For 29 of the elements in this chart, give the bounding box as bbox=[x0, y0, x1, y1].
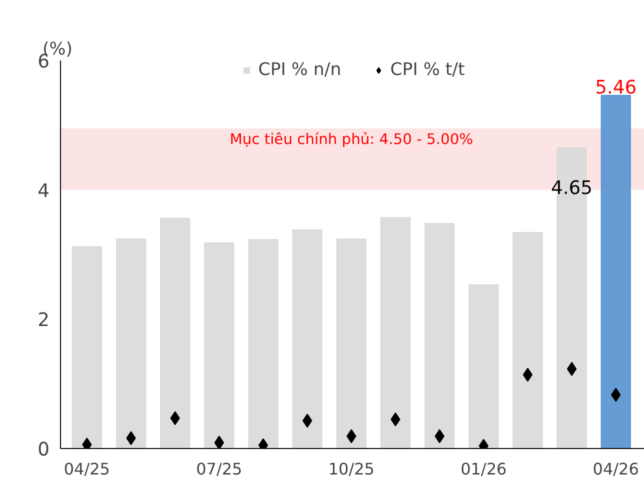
bar bbox=[248, 239, 278, 448]
bar bbox=[336, 238, 366, 448]
x-tick-label: 07/25 bbox=[196, 460, 242, 478]
point bbox=[214, 436, 224, 448]
bar bbox=[468, 284, 499, 448]
data-label: 4.65 bbox=[551, 178, 593, 199]
bar bbox=[380, 217, 411, 448]
legend-label: CPI % t/t bbox=[390, 60, 465, 80]
bar bbox=[600, 94, 631, 448]
bar bbox=[292, 229, 322, 448]
bar bbox=[204, 242, 234, 448]
bar bbox=[424, 222, 455, 448]
x-tick-label: 01/26 bbox=[460, 460, 507, 478]
x-tick-label: 10/25 bbox=[328, 460, 374, 478]
bar bbox=[512, 232, 543, 448]
point bbox=[522, 368, 533, 382]
y-tick-label: 4 bbox=[38, 180, 50, 202]
bar bbox=[116, 238, 146, 448]
bar bbox=[72, 246, 102, 448]
bar bbox=[160, 218, 190, 448]
band-label: Mục tiêu chính phủ: 4.50 - 5.00% bbox=[230, 131, 474, 148]
y-tick-label: 2 bbox=[38, 310, 50, 332]
x-tick-label: 04/25 bbox=[64, 460, 110, 478]
point bbox=[566, 362, 577, 376]
x-tick-label: 04/26 bbox=[592, 460, 639, 478]
y-tick-label: 0 bbox=[38, 440, 50, 460]
legend-label: CPI % n/n bbox=[258, 60, 342, 80]
point bbox=[302, 414, 312, 428]
annotation: 5.46 bbox=[595, 77, 637, 98]
